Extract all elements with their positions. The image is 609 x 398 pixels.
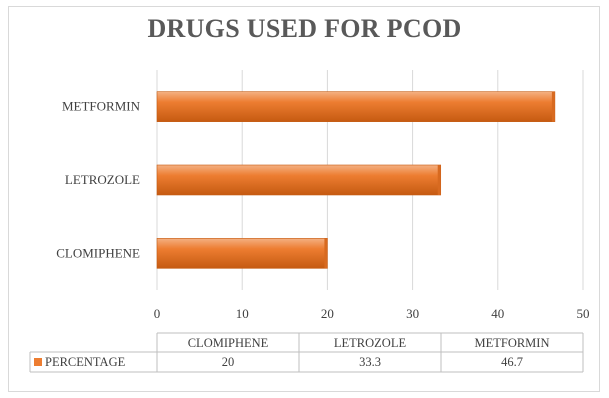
category-label: LETROZOLE: [65, 172, 140, 187]
bar-end-metformin: [551, 91, 555, 122]
x-tick-label: 20: [321, 306, 334, 321]
category-label: CLOMIPHENE: [56, 245, 140, 260]
bar-metformin: [156, 91, 556, 122]
table-value: 46.7: [501, 355, 523, 369]
x-tick-label: 50: [577, 306, 590, 321]
x-tick-label: 0: [154, 306, 161, 321]
table-value: 33.3: [359, 355, 381, 369]
bar-clomiphene: [156, 238, 328, 269]
bar-end-letrozole: [437, 165, 441, 195]
bar-end-clomiphene: [324, 238, 328, 269]
bar-letrozole: [156, 164, 442, 196]
table-header: CLOMIPHENE: [188, 336, 269, 350]
x-tick-label: 40: [491, 306, 504, 321]
chart-title: DRUGS USED FOR PCOD: [147, 14, 462, 43]
x-tick-label: 30: [406, 306, 419, 321]
table-value: 20: [222, 355, 235, 369]
x-tick-label: 10: [236, 306, 249, 321]
table-header: METFORMIN: [474, 336, 549, 350]
category-label: METFORMIN: [62, 99, 141, 114]
legend-key: [34, 358, 42, 366]
chart-frame: [8, 6, 600, 392]
table-header: LETROZOLE: [334, 336, 407, 350]
table-row-label: PERCENTAGE: [45, 355, 126, 369]
